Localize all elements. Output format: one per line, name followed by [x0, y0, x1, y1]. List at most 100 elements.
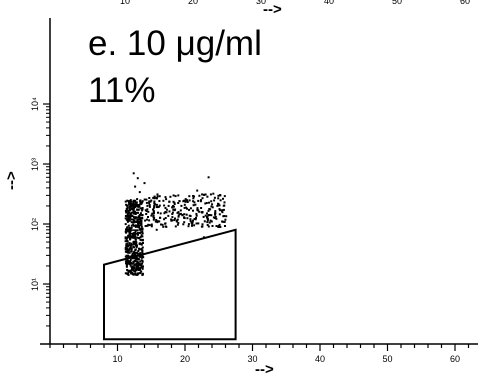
- data-point: [154, 220, 157, 223]
- data-point: [204, 202, 207, 205]
- data-point: [141, 267, 144, 270]
- data-point: [130, 205, 132, 208]
- data-point: [133, 264, 136, 266]
- data-point: [132, 262, 135, 265]
- data-point: [128, 247, 131, 250]
- data-point: [206, 224, 209, 226]
- data-point: [131, 215, 134, 217]
- data-point: [172, 194, 175, 197]
- data-point: [172, 205, 175, 208]
- gate-handle-icon[interactable]: ⇇: [128, 225, 139, 240]
- data-point: [135, 246, 138, 249]
- data-point: [131, 262, 134, 265]
- data-point: [209, 208, 212, 211]
- data-point: [132, 223, 135, 226]
- data-point: [136, 177, 139, 180]
- data-point: [132, 240, 135, 243]
- data-point: [131, 211, 133, 214]
- data-point: [177, 221, 180, 224]
- data-point: [182, 200, 185, 203]
- data-point: [127, 224, 130, 227]
- data-point: [140, 224, 143, 227]
- data-point: [130, 243, 133, 246]
- data-point: [184, 198, 187, 201]
- data-point: [164, 207, 167, 209]
- data-point: [161, 223, 164, 226]
- data-point: [141, 232, 144, 235]
- data-point: [222, 204, 225, 207]
- data-point: [206, 216, 208, 219]
- data-point: [164, 196, 167, 199]
- data-point: [127, 201, 130, 204]
- data-point: [183, 213, 186, 216]
- data-point: [171, 219, 174, 222]
- data-point: [154, 203, 157, 206]
- data-point: [185, 206, 187, 209]
- data-point: [135, 211, 138, 214]
- data-point: [153, 195, 156, 198]
- data-point: [174, 195, 177, 198]
- data-point: [218, 204, 221, 207]
- data-point: [152, 209, 155, 212]
- data-point: [181, 213, 184, 216]
- data-point: [137, 257, 140, 260]
- data-point: [217, 197, 220, 200]
- data-point: [196, 207, 199, 210]
- annotation-title: e. 10 μg/ml: [88, 24, 262, 63]
- data-point: [146, 218, 148, 221]
- data-point: [126, 210, 129, 213]
- gate-region[interactable]: [103, 228, 237, 341]
- data-point: [165, 208, 168, 211]
- data-point: [173, 219, 176, 222]
- data-point: [129, 260, 132, 263]
- data-point: [146, 208, 149, 211]
- data-point: [203, 220, 206, 223]
- data-point: [130, 218, 133, 221]
- data-point: [152, 214, 155, 217]
- data-point: [136, 219, 139, 222]
- data-point: [163, 212, 166, 215]
- data-point: [183, 221, 186, 224]
- data-point: [125, 228, 128, 231]
- data-point: [152, 218, 155, 221]
- data-point: [177, 202, 180, 204]
- data-point: [124, 200, 127, 203]
- data-point: [223, 220, 226, 223]
- data-point: [135, 220, 138, 223]
- data-point: [183, 206, 186, 209]
- data-point: [201, 211, 204, 213]
- data-point: [140, 270, 143, 273]
- data-point: [126, 215, 129, 218]
- data-point: [136, 229, 139, 232]
- data-point: [134, 229, 137, 232]
- data-point: [138, 224, 141, 227]
- data-point: [132, 204, 135, 207]
- data-point: [140, 259, 143, 262]
- data-point: [137, 211, 139, 214]
- data-point: [167, 214, 170, 217]
- data-point: [135, 273, 137, 276]
- data-point: [126, 250, 129, 253]
- data-point: [217, 202, 219, 205]
- data-point: [158, 195, 161, 198]
- data-point: [126, 272, 129, 275]
- data-point: [128, 231, 131, 234]
- data-point: [196, 208, 199, 211]
- data-point: [176, 223, 179, 226]
- data-point: [133, 250, 136, 253]
- data-point: [133, 257, 136, 260]
- data-point: [186, 201, 189, 203]
- data-point: [136, 258, 139, 261]
- data-point: [196, 189, 199, 192]
- data-point: [139, 253, 142, 256]
- data-point: [188, 199, 191, 202]
- data-point: [130, 248, 133, 251]
- y-tick-text: 10⁴: [30, 97, 40, 111]
- data-point: [127, 254, 129, 257]
- data-point: [140, 264, 143, 267]
- data-point: [215, 225, 218, 227]
- data-point: [135, 265, 138, 268]
- data-point: [126, 258, 129, 261]
- data-point: [133, 243, 136, 246]
- data-point: [206, 195, 209, 198]
